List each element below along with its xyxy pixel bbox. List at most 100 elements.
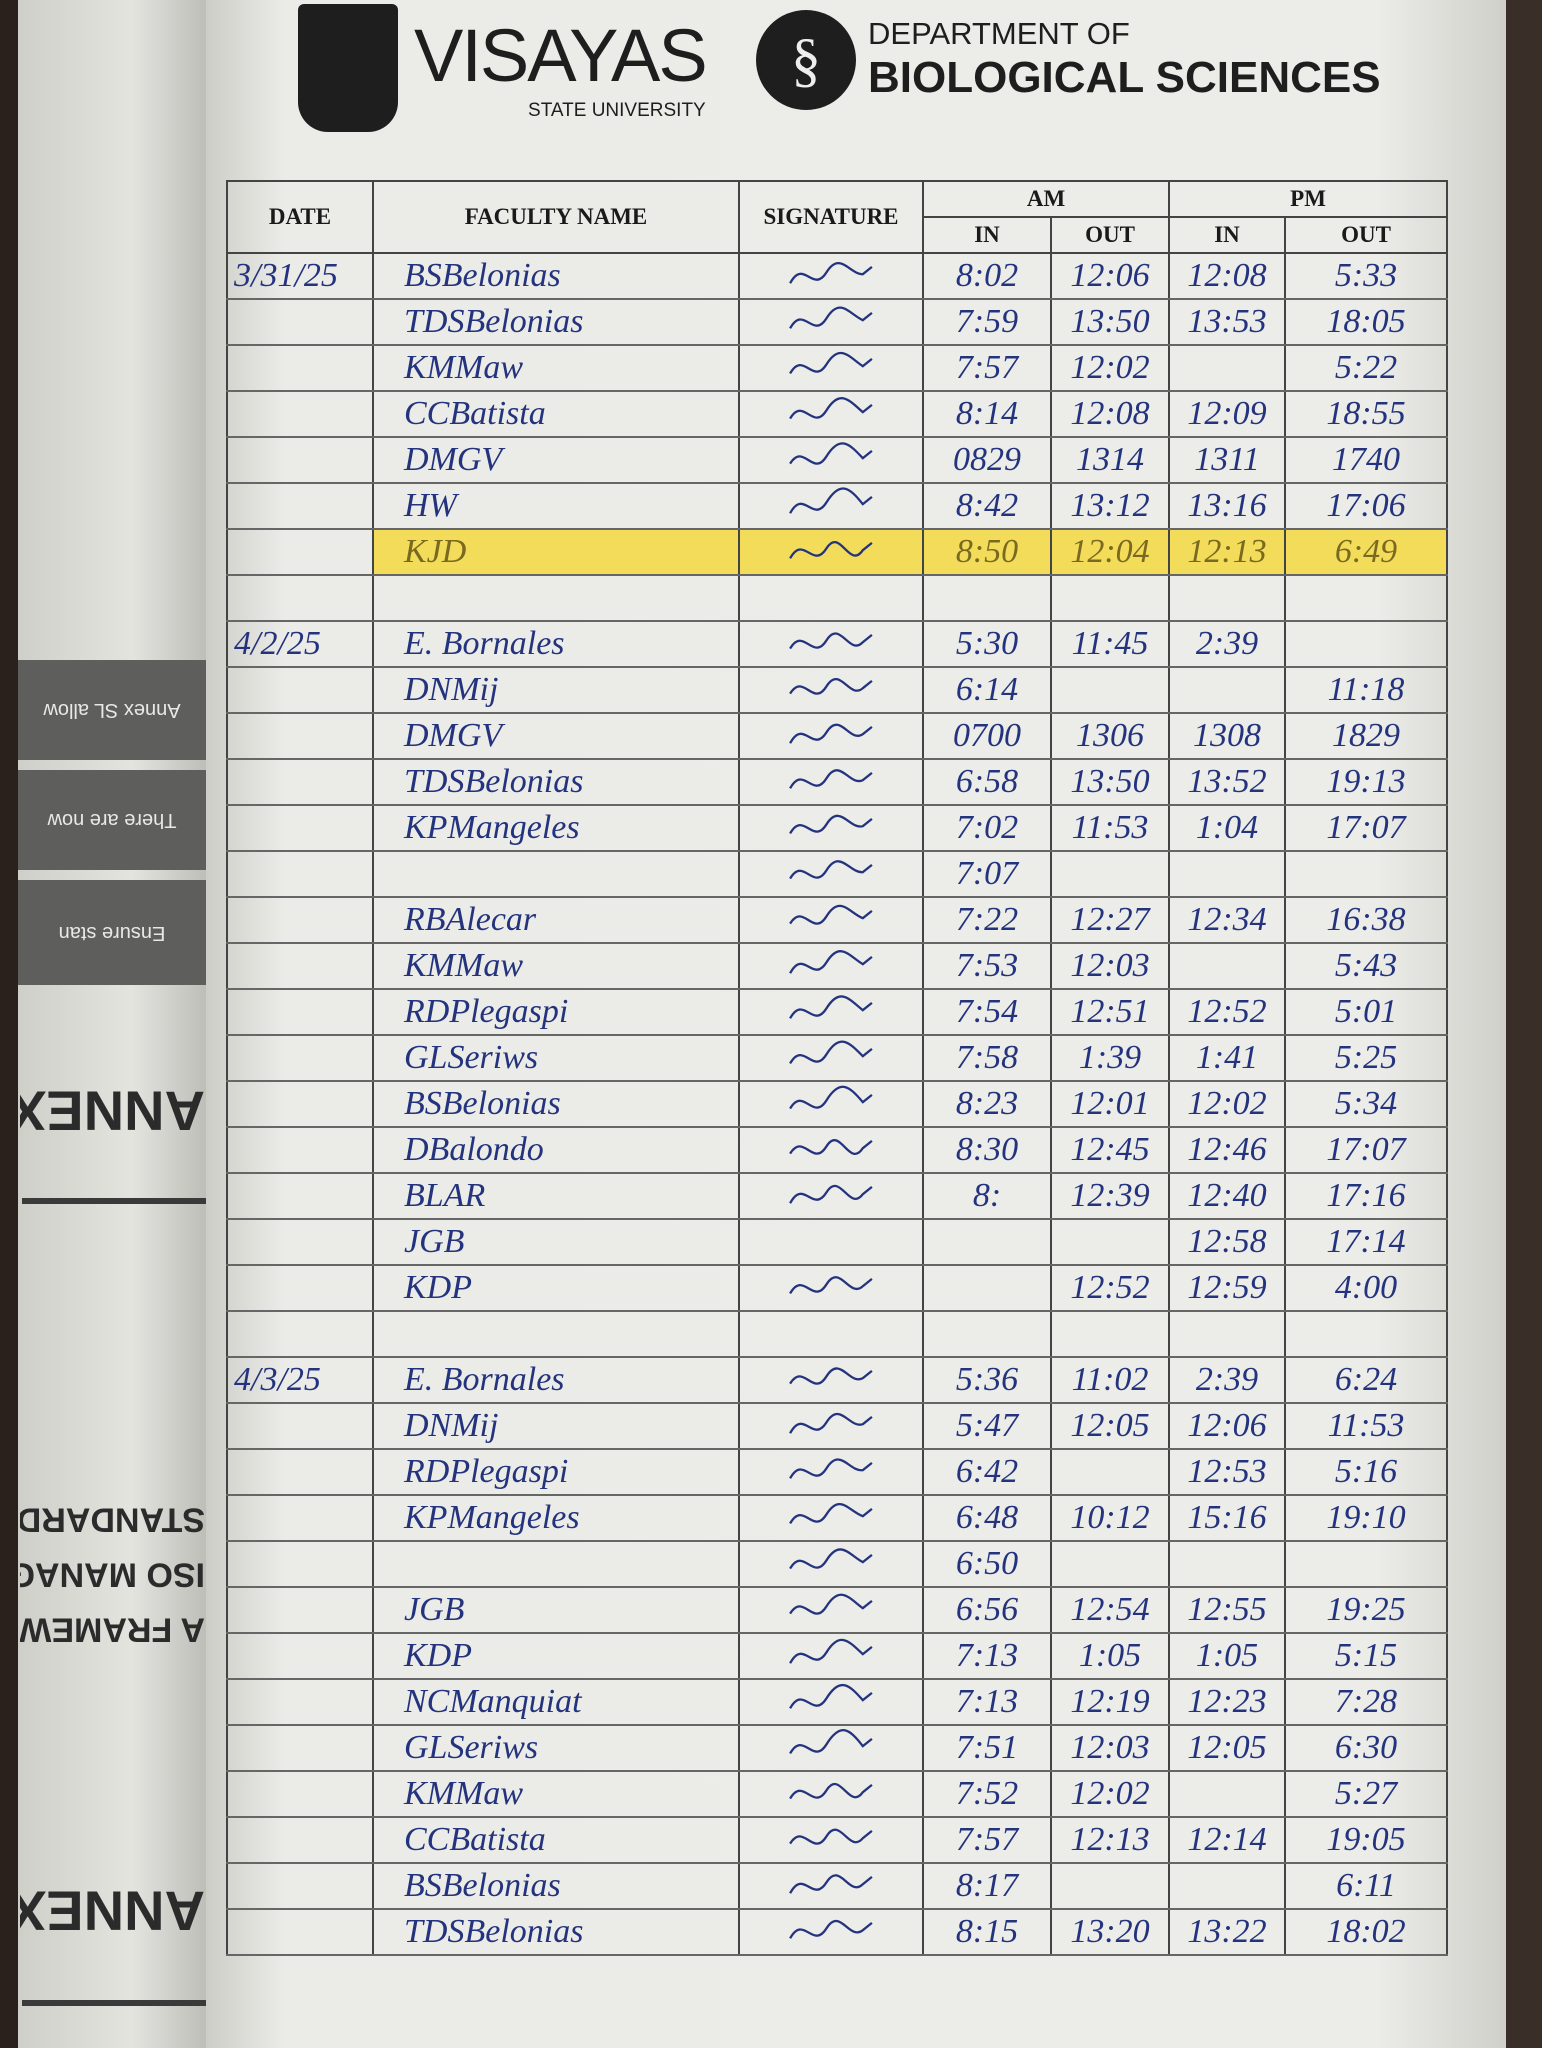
date-cell [226, 345, 374, 392]
pm-out-cell: 5:01 [1284, 989, 1449, 1036]
faculty-name-cell [372, 575, 740, 622]
signature-mark [789, 632, 873, 650]
signature-cell [738, 1495, 924, 1542]
signature-mark [789, 1638, 873, 1664]
pm-in-cell: 2:39 [1168, 621, 1287, 668]
pm-out-cell: 1740 [1284, 437, 1449, 484]
table-row: KMMaw 7:57 12:02 5:22 [226, 345, 1449, 392]
vsu-emblem-icon [298, 4, 398, 132]
date-cell [226, 1633, 374, 1680]
signature-mark [789, 1413, 873, 1434]
am-in-cell: 7:59 [922, 299, 1052, 346]
faculty-name-cell: TDSBelonias [372, 1909, 740, 1956]
am-in-cell: 8:30 [922, 1127, 1052, 1174]
table-row: CCBatista 7:57 12:13 12:14 19:05 [226, 1817, 1449, 1864]
table-row: BSBelonias 8:17 6:11 [226, 1863, 1449, 1910]
table-row: KMMaw 7:52 12:02 5:27 [226, 1771, 1449, 1818]
pm-out-cell: 5:34 [1284, 1081, 1449, 1128]
am-in-cell: 7:22 [922, 897, 1052, 944]
pm-in-cell [1168, 1311, 1287, 1358]
date-cell [226, 943, 374, 990]
am-out-cell: 11:02 [1049, 1357, 1171, 1404]
am-out-cell: 12:01 [1049, 1081, 1171, 1128]
am-in-cell [922, 1311, 1052, 1358]
date-cell [226, 759, 374, 806]
pm-in-cell: 1:04 [1168, 805, 1287, 852]
am-out-cell: 13:50 [1049, 299, 1171, 346]
am-in-cell: 7:57 [922, 1817, 1052, 1864]
am-out-cell: 12:45 [1049, 1127, 1171, 1174]
signature-mark [789, 262, 873, 284]
am-in-cell: 6:14 [922, 667, 1052, 714]
pm-out-cell [1284, 1541, 1449, 1588]
am-in-cell: 7:54 [922, 989, 1052, 1036]
pm-in-cell [1168, 667, 1287, 714]
col-am: AM [921, 180, 1171, 218]
table-row: KDP 7:13 1:05 1:05 5:15 [226, 1633, 1449, 1680]
signature-cell [738, 1219, 924, 1266]
pm-out-cell: 17:16 [1284, 1173, 1449, 1220]
pm-in-cell: 13:22 [1168, 1909, 1287, 1956]
signature-mark [789, 397, 873, 420]
am-out-cell: 12:54 [1049, 1587, 1171, 1634]
pm-in-cell: 15:16 [1168, 1495, 1287, 1542]
table-row: GLSeriws 7:58 1:39 1:41 5:25 [226, 1035, 1449, 1082]
am-in-cell [922, 575, 1052, 622]
date-cell [226, 299, 374, 346]
date-cell [226, 1587, 374, 1634]
signature-cell [738, 1863, 924, 1910]
pm-in-cell [1168, 1771, 1287, 1818]
am-in-cell: 0700 [922, 713, 1052, 760]
signature-mark [789, 814, 873, 835]
am-out-cell: 13:50 [1049, 759, 1171, 806]
pm-out-cell: 19:13 [1284, 759, 1449, 806]
pm-out-cell: 5:43 [1284, 943, 1449, 990]
date-cell [226, 897, 374, 944]
table-row: DMGV 0700 1306 1308 1829 [226, 713, 1449, 760]
table-row: RBAlecar 7:22 12:27 12:34 16:38 [226, 897, 1449, 944]
table-row: DBalondo 8:30 12:45 12:46 17:07 [226, 1127, 1449, 1174]
am-in-cell: 7:51 [922, 1725, 1052, 1772]
date-cell [226, 483, 374, 530]
desk-edge [1506, 0, 1542, 2048]
pm-out-cell: 18:05 [1284, 299, 1449, 346]
signature-cell [738, 1265, 924, 1312]
table-row: JGB 12:58 17:14 [226, 1219, 1449, 1266]
signature-cell [738, 621, 924, 668]
left-title: ANNEX SL [20, 1880, 205, 1942]
am-in-cell: 7:13 [922, 1679, 1052, 1726]
pm-out-cell: 5:22 [1284, 345, 1449, 392]
table-row: 6:50 [226, 1541, 1449, 1588]
signature-cell [738, 1081, 924, 1128]
pm-in-cell [1168, 1541, 1287, 1588]
am-in-cell: 8:23 [922, 1081, 1052, 1128]
date-cell [226, 1541, 374, 1588]
signature-mark [789, 540, 873, 559]
signature-cell [738, 345, 924, 392]
am-out-cell: 12:13 [1049, 1817, 1171, 1864]
university-subtitle: STATE UNIVERSITY [528, 100, 706, 122]
date-cell [226, 1265, 374, 1312]
am-out-cell [1049, 1219, 1171, 1266]
signature-mark [789, 769, 873, 789]
table-row: KJD 8:50 12:04 12:13 6:49 [226, 529, 1449, 576]
faculty-name-cell: CCBatista [372, 391, 740, 438]
am-out-cell: 12:39 [1049, 1173, 1171, 1220]
pm-in-cell: 1:05 [1168, 1633, 1287, 1680]
signature-cell [738, 1817, 924, 1864]
am-out-cell [1049, 575, 1171, 622]
faculty-name-cell: DBalondo [372, 1127, 740, 1174]
faculty-name-cell: E. Bornales [372, 621, 740, 668]
date-cell [226, 1311, 374, 1358]
table-row: NCManquiat 7:13 12:19 12:23 7:28 [226, 1679, 1449, 1726]
date-cell [226, 1495, 374, 1542]
signature-mark [789, 950, 873, 974]
pm-in-cell: 1:41 [1168, 1035, 1287, 1082]
faculty-name-cell [372, 1541, 740, 1588]
signature-mark [789, 487, 873, 514]
left-banner: Annex SL allow [18, 660, 206, 760]
signature-mark [789, 678, 873, 695]
pm-in-cell: 12:23 [1168, 1679, 1287, 1726]
signature-mark [789, 1184, 873, 1204]
table-row: KMMaw 7:53 12:03 5:43 [226, 943, 1449, 990]
